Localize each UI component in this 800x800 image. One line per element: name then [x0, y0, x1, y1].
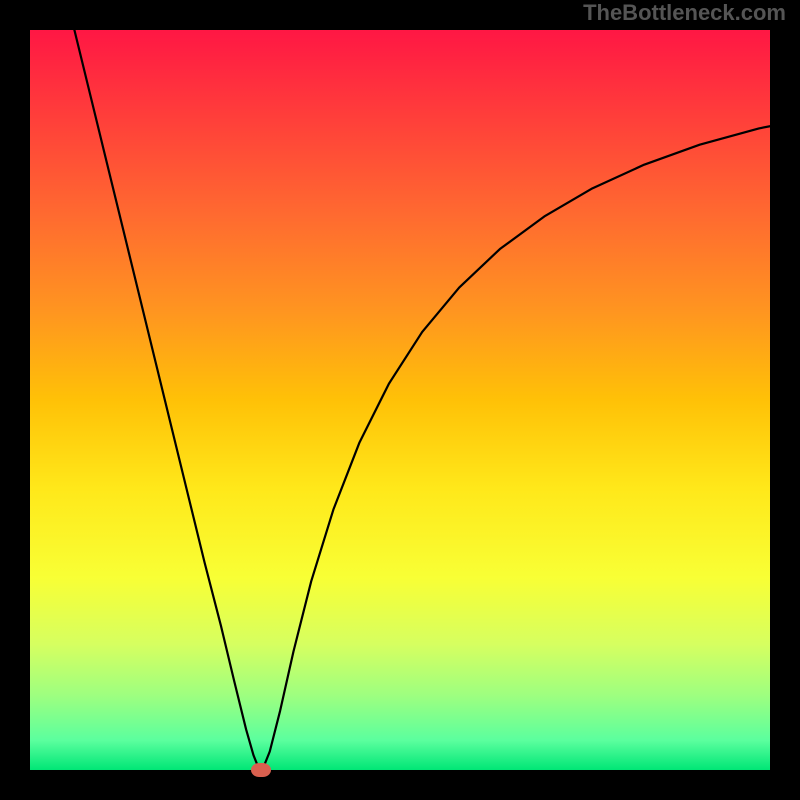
chart-frame: TheBottleneck.com: [0, 0, 800, 800]
bottleneck-curve: [30, 30, 770, 770]
watermark-text: TheBottleneck.com: [583, 0, 786, 26]
minimum-marker: [251, 763, 271, 777]
curve-path: [74, 30, 770, 770]
plot-area: [30, 30, 770, 770]
